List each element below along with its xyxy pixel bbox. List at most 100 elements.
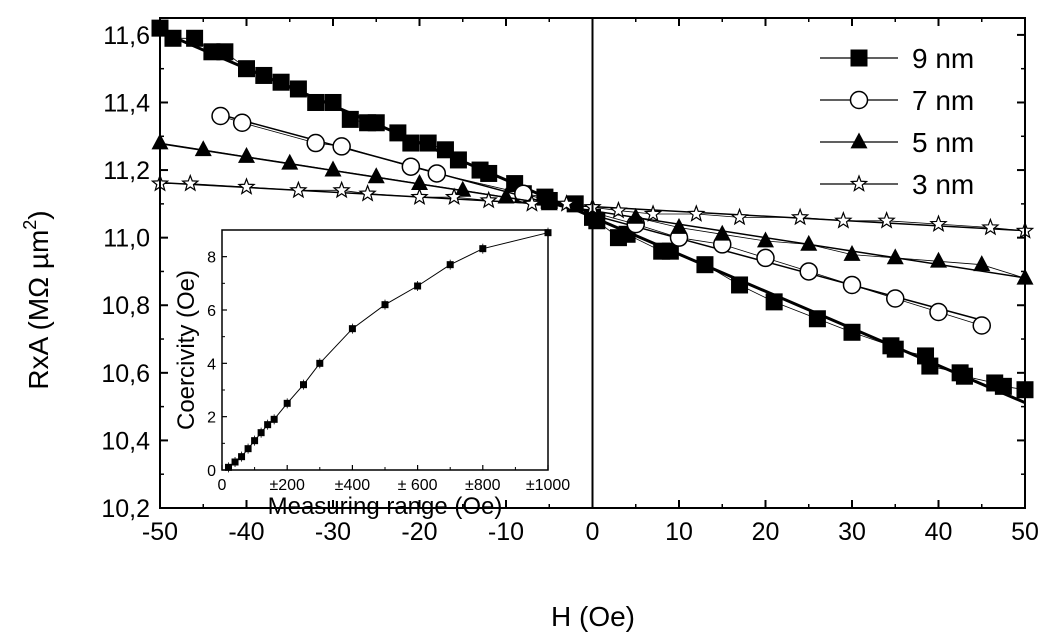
data-point <box>480 164 498 182</box>
data-point <box>232 113 252 133</box>
data-point <box>307 93 325 111</box>
data-point <box>643 204 663 222</box>
data-point <box>341 110 359 128</box>
inset-data-point <box>270 415 278 423</box>
data-point <box>929 302 948 322</box>
data-point <box>661 242 679 260</box>
inset-data-point <box>381 301 389 309</box>
data-point <box>886 289 905 308</box>
data-point <box>843 244 861 261</box>
data-point <box>731 276 749 294</box>
inset-x-axis-title: Measuring range (Oe) <box>268 493 503 520</box>
y-axis-title-superscript: 2 <box>20 220 40 230</box>
data-point <box>444 187 464 205</box>
inset-x-tick-label: ±400 <box>335 477 371 494</box>
data-point <box>765 293 783 311</box>
inset-data-point <box>238 453 246 461</box>
inset-x-tick-label: ± 600 <box>398 477 438 494</box>
inset-y-tick-label: 0 <box>207 463 216 480</box>
data-point <box>237 177 256 195</box>
data-point <box>216 43 234 61</box>
legend-label: 7 nm <box>912 85 974 116</box>
inset-data-point <box>264 421 272 429</box>
data-point <box>367 167 385 184</box>
data-point <box>427 164 447 183</box>
data-point <box>929 214 948 232</box>
inset-data-point <box>348 325 356 333</box>
data-point <box>324 160 342 177</box>
data-point <box>670 217 688 234</box>
data-point <box>540 194 558 211</box>
data-point <box>411 174 428 190</box>
data-point <box>799 262 818 281</box>
data-point <box>436 141 454 159</box>
x-tick-label: -20 <box>401 518 437 546</box>
legend-entry: 7 nm <box>820 85 974 116</box>
data-point <box>203 43 221 61</box>
inset-y-tick-label: 6 <box>207 303 216 320</box>
y-tick-label: 11,0 <box>103 225 150 253</box>
inset-data-point <box>300 381 307 389</box>
x-tick-label: 10 <box>665 518 693 546</box>
legend-entry: 5 nm <box>820 127 974 158</box>
data-point <box>522 194 542 212</box>
x-tick-label: 30 <box>838 518 866 546</box>
data-point <box>238 60 255 78</box>
x-tick-label: 20 <box>752 518 780 546</box>
data-point <box>790 207 810 226</box>
data-point <box>696 256 714 274</box>
data-point <box>181 173 200 192</box>
main-axes: -50 -40 -30 -20 -10 0 10 20 30 40 5010,210,410,610… <box>101 17 1039 546</box>
inset-data-point <box>225 463 233 471</box>
y-axis-title-main: RxA (MΩ µm <box>23 230 54 390</box>
inset-data-point <box>244 445 252 453</box>
legend: 9 nm 7 nm 5 nm 3 nm <box>820 43 974 200</box>
y-tick-label: 10,2 <box>101 495 150 523</box>
data-point <box>843 323 861 341</box>
x-tick-label: -10 <box>488 518 524 546</box>
y-tick-label: 10,8 <box>101 292 150 320</box>
x-tick-label: 50 <box>1011 518 1039 546</box>
data-point <box>194 140 212 157</box>
data-point <box>332 137 351 156</box>
data-point <box>479 190 498 209</box>
x-axis-title: H (Oe) <box>551 601 635 632</box>
y-tick-label: 10,6 <box>101 360 150 388</box>
inset-data-point <box>283 399 291 407</box>
data-point <box>808 310 826 328</box>
data-point <box>627 207 645 224</box>
y-axis-title-tail: ) <box>23 210 54 219</box>
y-tick-label: 11,2 <box>103 157 150 185</box>
data-point <box>289 80 307 98</box>
inset-data-point <box>316 359 324 367</box>
inset-y-axis-title: Coercivity (Oe) <box>173 270 200 430</box>
y-axis-title: RxA (MΩ µm2) <box>20 210 54 389</box>
data-point <box>609 200 628 219</box>
legend-marker <box>850 49 868 67</box>
data-point <box>389 124 407 142</box>
data-point <box>419 134 437 152</box>
data-point <box>877 211 896 229</box>
x-tick-label: -40 <box>228 518 264 546</box>
data-point <box>324 93 342 111</box>
x-tick-label: 40 <box>925 518 953 546</box>
inset-data-point <box>446 261 454 269</box>
series-trace <box>220 115 982 326</box>
inset-data-point <box>251 437 259 445</box>
inset-data-point <box>479 245 487 253</box>
data-point <box>730 207 749 226</box>
data-point <box>358 184 377 202</box>
legend-label: 3 nm <box>912 169 974 200</box>
y-tick-label: 10,4 <box>101 427 150 455</box>
data-point <box>557 194 576 212</box>
data-point <box>973 255 991 272</box>
data-point <box>211 106 230 126</box>
data-point <box>497 187 515 204</box>
inset-data-point <box>257 429 265 437</box>
data-point <box>842 275 862 295</box>
data-point <box>402 134 420 152</box>
data-point <box>367 114 385 132</box>
data-point <box>289 180 308 199</box>
data-point <box>306 133 325 153</box>
